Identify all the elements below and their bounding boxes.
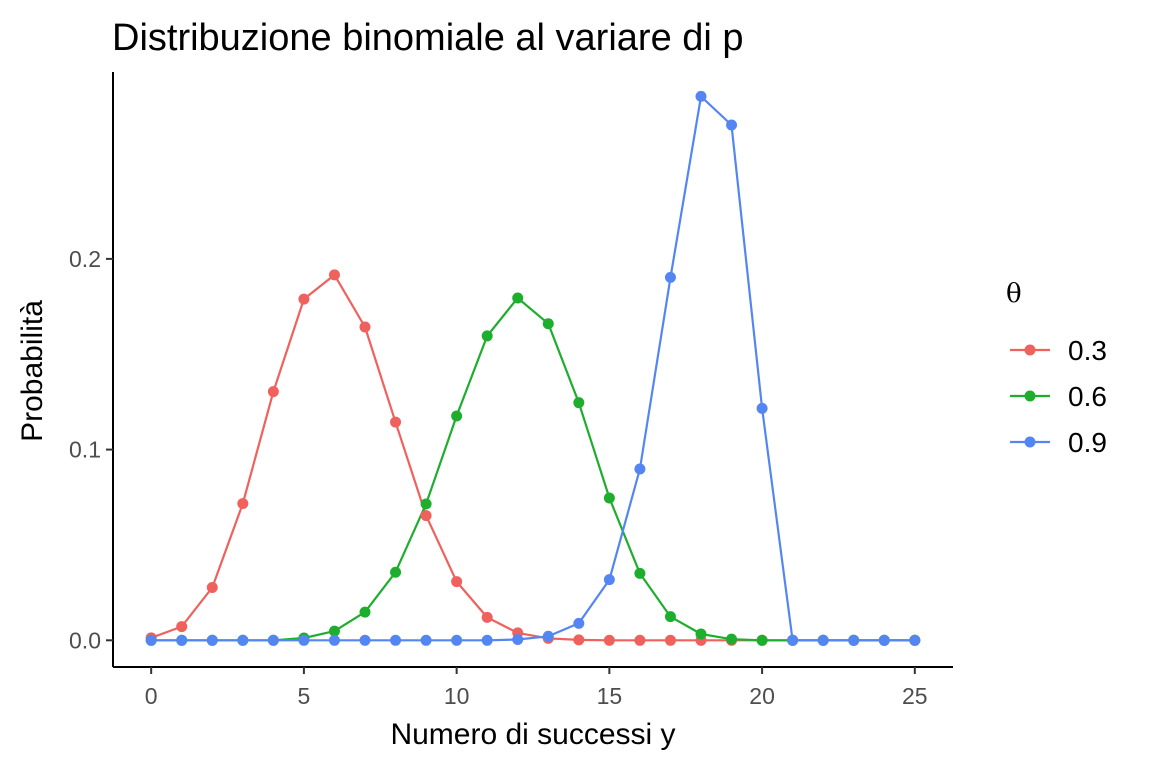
data-point <box>390 416 402 428</box>
data-point <box>664 634 676 646</box>
data-point <box>420 498 432 510</box>
data-point <box>603 574 615 586</box>
data-point <box>695 90 707 102</box>
data-point <box>787 634 799 646</box>
legend-label: 0.6 <box>1068 381 1107 412</box>
data-point <box>176 634 188 646</box>
legend-label: 0.3 <box>1068 335 1107 366</box>
data-point <box>481 634 493 646</box>
data-point <box>573 617 585 629</box>
data-point <box>359 321 371 333</box>
legend-title: θ <box>1006 279 1022 309</box>
data-point <box>481 611 493 623</box>
data-point <box>206 581 218 593</box>
data-point <box>573 397 585 409</box>
x-tick-label: 15 <box>597 683 623 709</box>
data-point <box>267 386 279 398</box>
x-tick-label: 25 <box>902 683 928 709</box>
legend-label: 0.9 <box>1068 427 1107 458</box>
data-point <box>328 634 340 646</box>
data-point <box>664 611 676 623</box>
data-point <box>298 634 310 646</box>
data-point <box>298 293 310 305</box>
data-point <box>695 628 707 640</box>
data-point <box>542 318 554 330</box>
data-point <box>512 292 524 304</box>
data-point <box>237 498 249 510</box>
legend: 0.3 0.6 0.9 <box>1010 335 1107 458</box>
data-point <box>328 269 340 281</box>
y-tick-label: 0.1 <box>69 437 101 463</box>
data-point <box>267 634 279 646</box>
data-point <box>664 271 676 283</box>
data-point <box>603 492 615 504</box>
data-point <box>176 621 188 633</box>
data-point <box>634 567 646 579</box>
axes: 0 5 10 15 20 25 0.0 0.1 0.2 <box>69 72 953 709</box>
x-tick-label: 0 <box>145 683 158 709</box>
data-point <box>909 634 921 646</box>
series-line-0.9 <box>151 95 915 642</box>
data-point <box>420 634 432 646</box>
data-point <box>726 119 738 131</box>
x-tick-label: 10 <box>444 683 470 709</box>
data-point <box>451 576 463 588</box>
y-tick-label: 0.2 <box>69 246 101 272</box>
x-tick-label: 20 <box>749 683 775 709</box>
x-tick-label: 5 <box>298 683 311 709</box>
data-point <box>634 634 646 646</box>
series-line-0.3 <box>150 273 915 642</box>
legend-key-point <box>1024 436 1036 448</box>
data-point <box>573 634 585 646</box>
data-point <box>726 633 738 645</box>
x-axis-title: Numero di successi y <box>390 718 675 751</box>
data-point <box>359 606 371 618</box>
data-point <box>878 634 890 646</box>
series-line-0.6 <box>151 296 915 642</box>
series-layer <box>145 90 921 646</box>
data-point <box>237 634 249 646</box>
data-point <box>512 634 524 646</box>
legend-key-point <box>1024 344 1036 356</box>
data-point <box>328 625 340 637</box>
data-point <box>390 634 402 646</box>
data-point <box>848 634 860 646</box>
data-point <box>420 510 432 522</box>
data-point <box>145 634 157 646</box>
data-point <box>390 566 402 578</box>
data-point <box>603 634 615 646</box>
data-point <box>756 402 768 414</box>
y-tick-label: 0.0 <box>69 627 101 653</box>
y-axis-title: Probabilità <box>16 300 49 442</box>
data-point <box>756 634 768 646</box>
legend-key-point <box>1024 390 1036 402</box>
data-point <box>817 634 829 646</box>
data-point <box>359 634 371 646</box>
data-point <box>542 630 554 642</box>
data-point <box>451 410 463 422</box>
data-point <box>451 634 463 646</box>
chart-title: Distribuzione binomiale al variare di p <box>112 17 744 59</box>
data-point <box>206 634 218 646</box>
data-point <box>634 463 646 475</box>
data-point <box>481 330 493 342</box>
